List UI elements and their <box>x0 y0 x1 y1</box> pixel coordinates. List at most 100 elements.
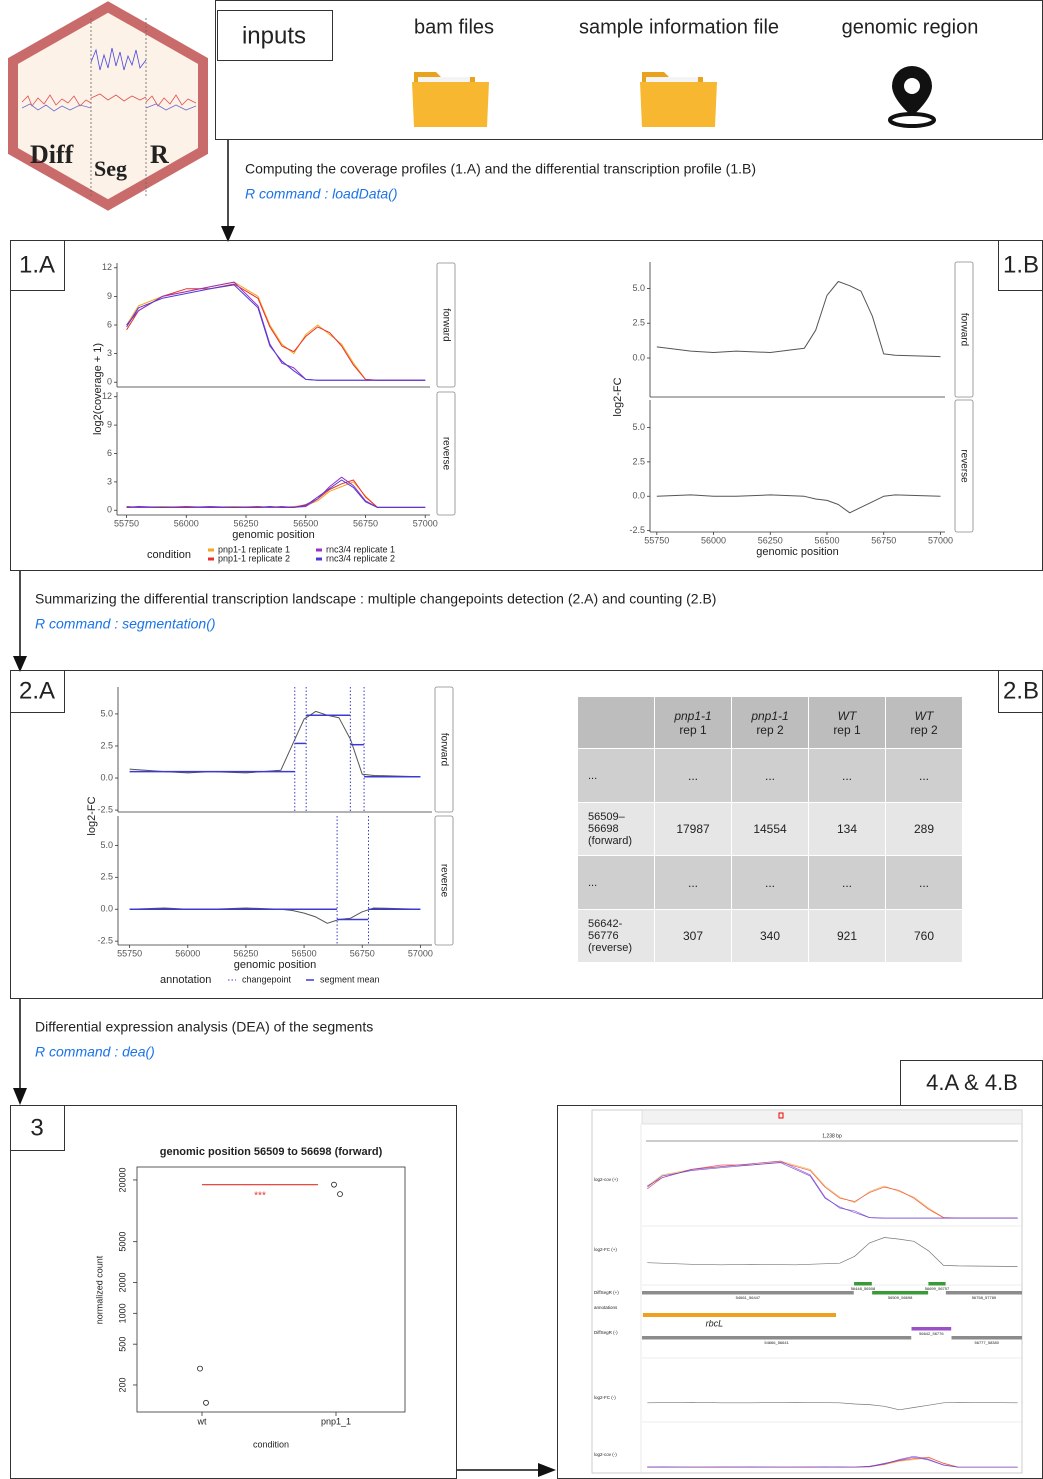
table-cell: ... <box>809 856 886 910</box>
panel-label: 4.A & 4.B <box>926 1070 1018 1095</box>
table-cell: ... <box>886 856 963 910</box>
x-axis-title: condition <box>253 1439 289 1449</box>
input-item: sample information file <box>579 16 779 38</box>
facet-strip-label: forward <box>440 308 451 341</box>
panel-label: 1.B <box>1003 251 1039 278</box>
plot-title: genomic position 56509 to 56698 (forward… <box>160 1146 383 1158</box>
legend-swatch <box>208 549 214 552</box>
facet-strip-label: reverse <box>438 864 449 898</box>
step-command: R command : segmentation() <box>35 616 216 632</box>
x-tick-label: 57000 <box>928 535 953 545</box>
y-tick-label: 20000 <box>117 1167 127 1192</box>
igv-segment-label: 56758_57789 <box>972 1295 997 1300</box>
y-tick-label: 0 <box>107 505 112 515</box>
facet-strip-label: reverse <box>958 449 969 483</box>
column-name: pnp1-1 <box>665 709 721 723</box>
x-tick-label: 56250 <box>758 535 783 545</box>
step-text: Computing the coverage profiles (1.A) an… <box>245 161 756 177</box>
igv-segment <box>854 1282 872 1286</box>
igv-track-name: log2-cov (+) <box>594 1177 618 1182</box>
panel-label: 1.A <box>19 251 55 278</box>
arrow <box>457 1463 556 1477</box>
header-cell <box>578 697 655 749</box>
legend-swatch <box>316 549 322 552</box>
x-tick-label: 56000 <box>175 948 200 958</box>
y-tick-label: 500 <box>117 1337 127 1352</box>
y-axis-title: log2(coverage + 1) <box>92 343 104 435</box>
igv-width-label: 1,238 bp <box>822 1133 842 1139</box>
column-sub: rep 2 <box>896 723 952 737</box>
legend-title: condition <box>147 549 191 561</box>
table-cell: 17987 <box>655 803 732 856</box>
significance-label: *** <box>254 1190 266 1201</box>
y-axis-title: normalized count <box>94 1255 104 1324</box>
logo: Diff Seg R <box>13 7 203 205</box>
data-line <box>127 284 426 380</box>
y-tick-label: 2.5 <box>632 456 645 466</box>
step-text: Differential expression analysis (DEA) o… <box>35 1019 373 1035</box>
y-tick-label: 5.0 <box>100 708 113 718</box>
y-tick-label: 2.5 <box>100 872 113 882</box>
y-tick-label: 2.5 <box>632 318 645 328</box>
data-point <box>198 1366 203 1371</box>
x-tick-label: 56500 <box>292 948 317 958</box>
data-point <box>332 1182 337 1187</box>
facet-strip-label: forward <box>438 733 449 766</box>
data-line <box>127 285 426 380</box>
y-tick-label: 5.0 <box>632 283 645 293</box>
x-tick-label: 56250 <box>234 518 259 528</box>
igv-header <box>642 1110 1022 1124</box>
legend-label: segment mean <box>320 974 380 984</box>
igv-track-name: log2-FC (-) <box>594 1395 616 1400</box>
table-row: ............... <box>578 749 963 803</box>
y-tick-label: 5000 <box>117 1232 127 1252</box>
logo-r: R <box>150 140 169 169</box>
igv-segment-label: 56509_56698 <box>888 1295 913 1300</box>
igv-segment <box>946 1291 1043 1295</box>
y-tick-label: 5.0 <box>632 422 645 432</box>
igv-segment-label: 56448_56508 <box>851 1286 876 1291</box>
table-cell: 56642-56776 (reverse) <box>578 910 655 963</box>
x-tick-label: 56500 <box>293 518 318 528</box>
facet-strip-label: reverse <box>440 437 451 471</box>
data-line <box>127 480 426 507</box>
location-pin-icon <box>890 66 934 126</box>
y-tick-label: 2.5 <box>100 740 113 750</box>
table-cell: ... <box>655 749 732 803</box>
step-command: R command : loadData() <box>245 186 398 202</box>
panel-label: 2.A <box>19 677 55 704</box>
x-tick-label: wt <box>197 1416 207 1426</box>
y-tick-label: 12 <box>102 262 112 272</box>
igv-track-name: log2-FC (+) <box>594 1247 617 1252</box>
logo-diff: Diff <box>30 140 74 169</box>
igv-track-name: DiffSegR (+) <box>594 1290 619 1295</box>
x-axis-title: genomic position <box>234 959 317 971</box>
y-tick-label: 9 <box>107 419 112 429</box>
header-cell: pnp1-1rep 2 <box>732 697 809 749</box>
igv-gene <box>643 1313 836 1317</box>
x-tick-label: 56750 <box>871 535 896 545</box>
legend-label: pnp1-1 replicate 2 <box>218 553 290 563</box>
plot-frame <box>137 1167 405 1412</box>
igv-segment-label: 56642_56776 <box>919 1331 944 1336</box>
input-item: genomic region <box>842 16 979 38</box>
x-tick-label: 55750 <box>644 535 669 545</box>
header-cell: WTrep 1 <box>809 697 886 749</box>
data-line <box>657 495 941 513</box>
table-cell: ... <box>578 856 655 910</box>
y-tick-label: 0.0 <box>632 491 645 501</box>
table-cell: 760 <box>886 910 963 963</box>
table-cell: ... <box>732 856 809 910</box>
table-cell: 289 <box>886 803 963 856</box>
igv-segment-label: 56699_56757 <box>925 1286 950 1291</box>
count-table: pnp1-1rep 1pnp1-1rep 2WTrep 1WTrep 2....… <box>577 696 963 963</box>
logo-seg: Seg <box>94 156 127 181</box>
table-cell: 307 <box>655 910 732 963</box>
legend-swatch <box>208 558 214 561</box>
panel-label: 3 <box>30 1114 43 1141</box>
folder-icon <box>640 72 717 127</box>
table-cell: ... <box>578 749 655 803</box>
x-tick-label: 55750 <box>117 948 142 958</box>
igv-segment <box>952 1336 1043 1340</box>
